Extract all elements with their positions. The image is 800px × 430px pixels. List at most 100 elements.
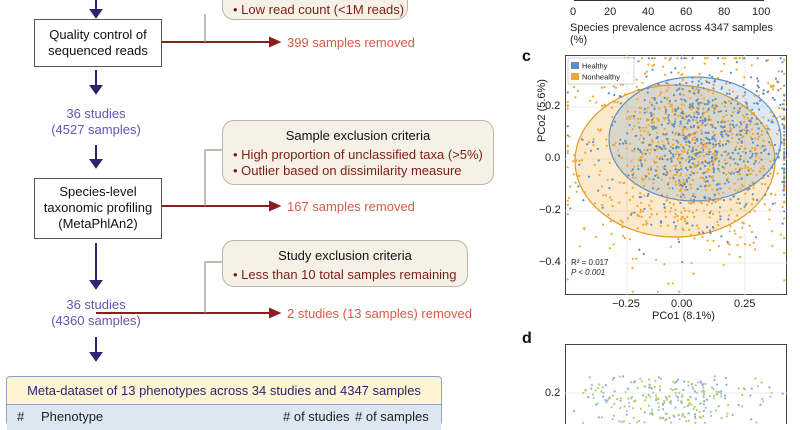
point-d — [619, 399, 622, 402]
point-nonhealthy — [726, 130, 729, 133]
point-nonhealthy — [679, 172, 682, 175]
point-healthy — [626, 132, 629, 135]
point-nonhealthy — [738, 57, 741, 60]
point-d — [645, 396, 648, 399]
point-nonhealthy — [770, 119, 774, 122]
point-healthy — [682, 137, 686, 140]
point-nonhealthy — [691, 211, 695, 214]
point-nonhealthy — [758, 156, 761, 159]
x-tick: 80 — [718, 6, 731, 18]
point-d — [611, 418, 614, 421]
point-nonhealthy — [742, 222, 745, 225]
point-healthy — [739, 133, 743, 136]
point-nonhealthy — [623, 181, 626, 184]
point-healthy — [650, 103, 653, 106]
point-nonhealthy — [704, 188, 708, 192]
point-healthy — [712, 163, 715, 166]
point-nonhealthy — [753, 148, 757, 151]
point-nonhealthy — [678, 290, 681, 293]
point-d — [592, 396, 595, 400]
point-nonhealthy — [614, 141, 617, 144]
point-d — [602, 391, 605, 394]
plot-frame — [565, 344, 787, 424]
point-nonhealthy — [741, 183, 744, 186]
point-d — [654, 379, 657, 382]
point-healthy — [696, 164, 699, 167]
panel-letter-d: d — [522, 330, 532, 347]
point-healthy — [738, 170, 741, 173]
point-nonhealthy — [566, 152, 569, 155]
point-healthy — [651, 118, 654, 121]
point-d — [616, 398, 619, 401]
point-healthy — [705, 80, 708, 84]
point-d — [677, 399, 680, 402]
point-nonhealthy — [676, 150, 679, 153]
point-nonhealthy — [669, 105, 672, 108]
point-nonhealthy — [688, 228, 691, 231]
point-nonhealthy — [690, 133, 693, 136]
point-healthy — [695, 110, 698, 114]
point-healthy — [618, 142, 621, 145]
point-nonhealthy — [697, 124, 700, 128]
point-nonhealthy — [719, 198, 722, 201]
point-nonhealthy — [783, 187, 786, 190]
point-nonhealthy — [600, 185, 603, 188]
point-healthy — [736, 111, 739, 114]
point-healthy — [732, 195, 735, 198]
point-nonhealthy — [728, 230, 731, 233]
point-healthy — [715, 104, 718, 107]
point-nonhealthy — [649, 148, 652, 151]
point-healthy — [685, 140, 688, 144]
point-nonhealthy — [723, 62, 726, 65]
point-nonhealthy — [666, 198, 669, 201]
point-healthy — [777, 89, 780, 92]
point-healthy — [675, 145, 678, 148]
point-healthy — [685, 115, 688, 119]
point-nonhealthy — [702, 97, 706, 100]
point-nonhealthy — [601, 104, 604, 107]
point-nonhealthy — [749, 136, 752, 139]
point-healthy — [674, 113, 677, 116]
point-healthy — [735, 124, 738, 127]
point-healthy — [684, 100, 687, 103]
point-nonhealthy — [664, 112, 667, 115]
point-nonhealthy — [783, 237, 786, 240]
point-d — [698, 415, 701, 418]
point-nonhealthy — [626, 217, 629, 220]
point-d — [672, 388, 675, 392]
point-nonhealthy — [783, 72, 786, 75]
point-healthy — [707, 138, 710, 141]
panel-letter-c: c — [522, 48, 531, 65]
point-nonhealthy — [638, 106, 641, 110]
point-nonhealthy — [645, 126, 648, 129]
point-healthy — [586, 143, 589, 146]
point-nonhealthy — [646, 107, 649, 110]
point-nonhealthy — [728, 171, 731, 174]
point-d — [657, 408, 660, 412]
point-d — [618, 375, 621, 378]
point-nonhealthy — [740, 145, 743, 148]
point-nonhealthy — [760, 167, 763, 170]
point-healthy — [705, 142, 708, 145]
point-d — [662, 408, 665, 411]
point-nonhealthy — [706, 57, 709, 60]
point-nonhealthy — [666, 89, 669, 92]
point-nonhealthy — [748, 130, 751, 133]
point-nonhealthy — [725, 82, 728, 85]
point-nonhealthy — [711, 188, 714, 191]
point-nonhealthy — [730, 127, 733, 131]
point-d — [668, 395, 671, 398]
point-d — [626, 387, 629, 390]
point-healthy — [740, 123, 743, 126]
point-nonhealthy — [753, 94, 756, 97]
point-nonhealthy — [687, 210, 690, 213]
point-nonhealthy — [659, 84, 662, 87]
point-healthy — [777, 155, 780, 158]
point-d — [655, 398, 658, 402]
point-nonhealthy — [605, 144, 608, 148]
point-nonhealthy — [779, 233, 783, 236]
point-healthy — [727, 152, 730, 155]
point-healthy — [643, 111, 646, 114]
point-healthy — [781, 222, 784, 225]
point-nonhealthy — [756, 152, 759, 155]
